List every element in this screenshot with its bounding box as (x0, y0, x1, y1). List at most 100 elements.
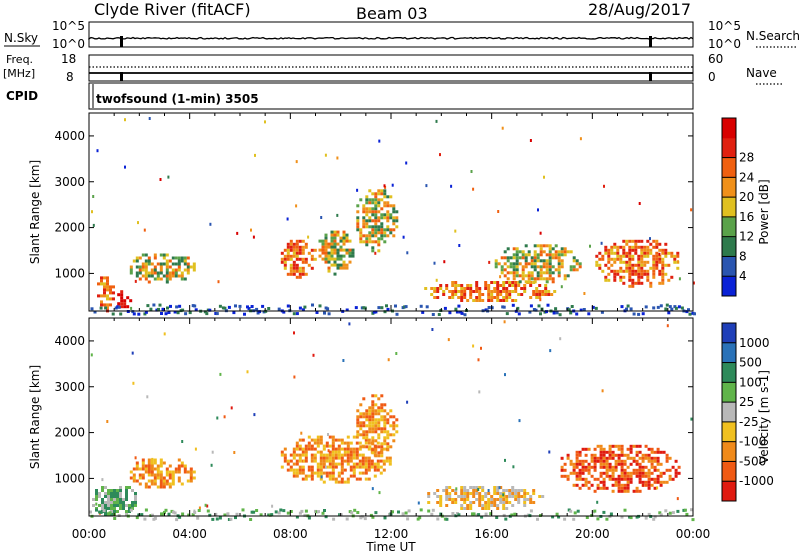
range-gate-cell (342, 359, 345, 362)
range-gate-cell (328, 474, 332, 478)
range-gate-cell (295, 471, 299, 475)
range-gate-cell (365, 198, 369, 202)
range-gate-cell (499, 495, 503, 498)
range-gate-cell (383, 216, 387, 220)
range-gate-cell (301, 471, 305, 475)
range-gate-cell (613, 272, 617, 276)
range-gate-cell (106, 279, 109, 283)
range-gate-cell (496, 507, 500, 510)
range-gate-cell (331, 435, 335, 439)
range-gate-cell (153, 277, 157, 281)
range-gate-cell (295, 312, 299, 316)
range-gate-cell (346, 480, 350, 484)
range-gate-cell (605, 474, 609, 478)
range-gate-cell (101, 489, 104, 492)
range-gate-cell (330, 242, 334, 246)
range-gate-cell (383, 184, 386, 188)
range-gate-cell (569, 311, 573, 315)
range-gate-cell (365, 415, 369, 419)
range-gate-cell (685, 310, 689, 314)
range-gate-cell (362, 445, 366, 449)
range-gate-cell (554, 250, 558, 254)
range-gate-cell (351, 254, 355, 258)
range-gate-cell (460, 299, 464, 302)
range-gate-cell (334, 465, 338, 469)
range-gate-cell (313, 453, 317, 457)
range-gate-cell (151, 457, 154, 461)
range-gate-cell (614, 462, 618, 466)
range-gate-cell (658, 281, 662, 285)
range-gate-cell (572, 256, 576, 260)
range-gate-cell (469, 501, 473, 504)
range-gate-cell (632, 444, 636, 448)
range-gate-cell (208, 308, 212, 312)
range-gate-cell (106, 285, 109, 289)
range-gate-cell (336, 257, 340, 261)
range-gate-cell (104, 495, 107, 498)
range-gate-cell (646, 275, 650, 279)
range-gate-cell (506, 259, 510, 263)
range-gate-cell (605, 456, 609, 460)
range-gate-cell (622, 275, 626, 279)
range-gate-cell (536, 271, 540, 275)
range-gate-cell (371, 403, 375, 407)
range-gate-cell (551, 253, 555, 257)
range-gate-cell (644, 480, 648, 484)
range-gate-cell (156, 274, 160, 278)
range-gate-cell (516, 306, 520, 310)
range-gate-cell (298, 438, 302, 442)
range-gate-cell (322, 453, 326, 457)
range-gate-cell (677, 465, 681, 469)
range-gate-cell (594, 306, 598, 310)
range-gate-cell (608, 447, 612, 451)
range-gate-cell (144, 470, 148, 474)
colorbar-segment (722, 216, 736, 238)
range-gate-cell (643, 245, 647, 249)
range-gate-cell (132, 476, 136, 480)
range-gate-cell (355, 441, 359, 445)
range-gate-cell (292, 254, 296, 258)
range-gate-cell (95, 489, 98, 492)
range-gate-cell (581, 468, 585, 472)
range-gate-cell (250, 228, 252, 232)
cpid-label: CPID (6, 89, 38, 103)
range-gate-cell (307, 447, 311, 451)
range-gate-cell (392, 219, 396, 223)
range-gate-cell (487, 306, 491, 309)
range-gate-cell (374, 219, 378, 223)
range-gate-cell (677, 305, 681, 309)
colorbar-segment (722, 323, 736, 344)
range-gate-cell (623, 453, 627, 457)
range-gate-cell (346, 444, 350, 448)
range-gate-cell (548, 253, 552, 257)
range-gate-cell (392, 207, 396, 211)
range-gate-cell (595, 263, 599, 267)
range-gate-cell (333, 263, 337, 267)
range-gate-cell (601, 269, 605, 273)
range-gate-cell (538, 284, 542, 287)
range-gate-cell (368, 240, 372, 244)
range-gate-cell (584, 447, 588, 451)
range-gate-cell (529, 139, 532, 142)
range-gate-cell (313, 459, 317, 463)
range-gate-cell (339, 263, 343, 267)
range-gate-cell (596, 459, 600, 463)
range-gate-cell (481, 498, 485, 501)
range-gate-cell (460, 492, 464, 495)
range-gate-cell (361, 471, 365, 475)
range-gate-cell (356, 409, 360, 413)
range-gate-cell (165, 262, 169, 266)
range-gate-cell (138, 277, 142, 281)
range-gate-cell (505, 498, 509, 501)
range-gate-cell (617, 486, 621, 490)
range-gate-cell (280, 251, 284, 255)
range-gate-cell (295, 459, 299, 463)
range-gate-cell (596, 486, 600, 490)
range-gate-cell (126, 305, 130, 309)
range-gate-cell (345, 248, 349, 252)
range-gate-cell (445, 498, 449, 501)
range-gate-cell (575, 453, 579, 457)
range-gate-cell (505, 293, 509, 296)
range-gate-cell (174, 262, 178, 266)
range-gate-cell (331, 465, 335, 469)
